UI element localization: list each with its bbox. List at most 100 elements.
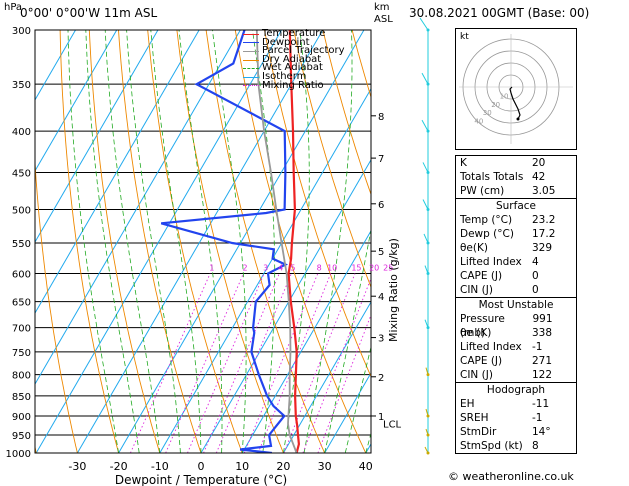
index-row: Lifted Index 4 bbox=[456, 255, 576, 269]
index-name: θe (K) bbox=[460, 327, 492, 339]
wind-barb-dot bbox=[426, 373, 430, 377]
indices-section-surface: Surface Temp (°C) 23.2 Dewp (°C) 17.2 θe(K) 32… bbox=[456, 198, 576, 297]
plot-frame bbox=[34, 29, 372, 454]
index-value: 338 bbox=[532, 327, 553, 339]
wind-barb-dot bbox=[426, 414, 430, 418]
dry-adiabat bbox=[293, 30, 371, 289]
pressure-tick-label: 500 bbox=[12, 205, 31, 216]
index-value: 122 bbox=[532, 369, 553, 381]
pressure-tick-label: 850 bbox=[12, 392, 31, 403]
pressure-tick-label: 750 bbox=[12, 348, 31, 359]
wet-adiabat bbox=[67, 30, 119, 453]
height-tick-label: 8 bbox=[378, 112, 384, 123]
height-tick-label: 1 bbox=[378, 412, 384, 423]
mixing-ratio-line bbox=[165, 273, 244, 453]
hodograph-unit: kt bbox=[460, 32, 469, 42]
index-name: StmSpd (kt) bbox=[460, 440, 523, 452]
indices-section-most-unstable: Most Unstable Pressure (mb) 991 θe (K) 338 Li… bbox=[456, 297, 576, 382]
index-row: StmDir 14° bbox=[456, 425, 576, 439]
legend-item: Isotherm bbox=[243, 70, 345, 82]
index-value: 0 bbox=[532, 270, 539, 282]
mixing-ratio-label: 10 bbox=[327, 264, 337, 273]
index-name: CIN (J) bbox=[460, 369, 493, 381]
legend-label: Temperature bbox=[262, 28, 326, 39]
mixing-ratio-label: 4 bbox=[278, 264, 283, 273]
section-title: Hodograph bbox=[486, 384, 546, 396]
index-value: 20 bbox=[532, 157, 546, 169]
mixing-ratio-label: 3 bbox=[263, 264, 268, 273]
dry-adiabat bbox=[118, 30, 202, 453]
isotherm bbox=[35, 30, 118, 172]
storm-motion-marker bbox=[516, 117, 520, 121]
copyright-label: © weatheronline.co.uk bbox=[448, 470, 574, 483]
height-tick-label: 3 bbox=[378, 334, 384, 345]
hodograph-ring-label: 30 bbox=[483, 109, 492, 117]
index-name: K bbox=[460, 157, 467, 169]
index-name: Totals Totals bbox=[460, 171, 524, 183]
legend-swatch bbox=[243, 50, 259, 52]
hodograph-panel: 10 20 30 40 kt bbox=[455, 28, 577, 150]
legend-label: Isotherm bbox=[262, 70, 307, 82]
legend-swatch bbox=[243, 42, 259, 44]
mixing-ratio-line bbox=[243, 273, 319, 453]
pressure-tick-label: 800 bbox=[12, 371, 31, 382]
index-row: CAPE (J) 0 bbox=[456, 269, 576, 283]
height-tick-label: 6 bbox=[378, 200, 384, 211]
wind-barb-dot bbox=[426, 28, 430, 32]
pressure-tick-label: 600 bbox=[12, 270, 31, 281]
wet-adiabat bbox=[150, 30, 202, 453]
wet-adiabat bbox=[85, 30, 140, 453]
legend-label: Dewpoint bbox=[262, 36, 310, 48]
height-tick-label: 4 bbox=[378, 292, 384, 303]
index-value: 14° bbox=[532, 426, 551, 438]
index-row: θe (K) 338 bbox=[456, 326, 576, 340]
height-tick-label: 2 bbox=[378, 373, 384, 384]
legend-item: Mixing Ratio bbox=[243, 80, 345, 91]
dry-adiabat bbox=[322, 30, 371, 196]
pressure-tick-label: 300 bbox=[12, 26, 31, 37]
index-row: CIN (J) 0 bbox=[456, 283, 576, 297]
wind-barb-dot bbox=[426, 326, 430, 330]
mixing-ratio-line bbox=[203, 273, 280, 453]
index-value: 0 bbox=[532, 284, 539, 296]
wind-barb bbox=[423, 233, 429, 244]
index-value: -1 bbox=[532, 341, 543, 353]
legend-swatch bbox=[243, 85, 259, 87]
lcl-label: LCL bbox=[383, 420, 402, 431]
dry-adiabat bbox=[147, 30, 243, 453]
index-row: Temp (°C) 23.2 bbox=[456, 213, 576, 227]
index-name: θe(K) bbox=[460, 242, 488, 254]
wind-barb-dot bbox=[426, 82, 430, 86]
pressure-tick-label: 450 bbox=[12, 168, 31, 179]
index-row: Totals Totals 42 bbox=[456, 170, 576, 184]
dry-adiabat bbox=[264, 30, 371, 378]
wind-barb bbox=[421, 72, 429, 85]
mixing-ratio-label: 15 bbox=[351, 264, 361, 273]
wind-barb-dot bbox=[426, 129, 430, 133]
index-value: 8 bbox=[532, 440, 539, 452]
wind-barb-dot bbox=[426, 241, 430, 245]
index-value: 23.2 bbox=[532, 214, 556, 226]
wind-barb-dot bbox=[426, 170, 430, 174]
index-value: 4 bbox=[532, 256, 539, 268]
mixing-ratio-label: 2 bbox=[243, 264, 248, 273]
wet-adiabat bbox=[303, 30, 353, 453]
parcel-trajectory-profile bbox=[255, 30, 298, 453]
mixing-ratio-line bbox=[187, 273, 265, 453]
wet-adiabat bbox=[283, 30, 310, 453]
location-label: 0°00' 0°00'W 11m ASL bbox=[20, 6, 158, 20]
index-name: Lifted Index bbox=[460, 341, 522, 353]
pressure-unit: hPa bbox=[4, 2, 23, 13]
height-unit-text: km ASL bbox=[374, 2, 393, 25]
index-value: 271 bbox=[532, 355, 553, 367]
index-name: Temp (°C) bbox=[460, 214, 513, 226]
legend-swatch bbox=[243, 76, 259, 78]
index-row: CAPE (J) 271 bbox=[456, 354, 576, 368]
hodograph-trace bbox=[509, 86, 521, 120]
pressure-tick-label: 550 bbox=[12, 239, 31, 250]
mixing-ratio-line bbox=[215, 273, 292, 453]
index-row: EH -11 bbox=[456, 397, 576, 411]
wind-barb-dot bbox=[426, 207, 430, 211]
hodograph-ring-label: 20 bbox=[491, 101, 500, 109]
wind-barb bbox=[422, 199, 429, 210]
